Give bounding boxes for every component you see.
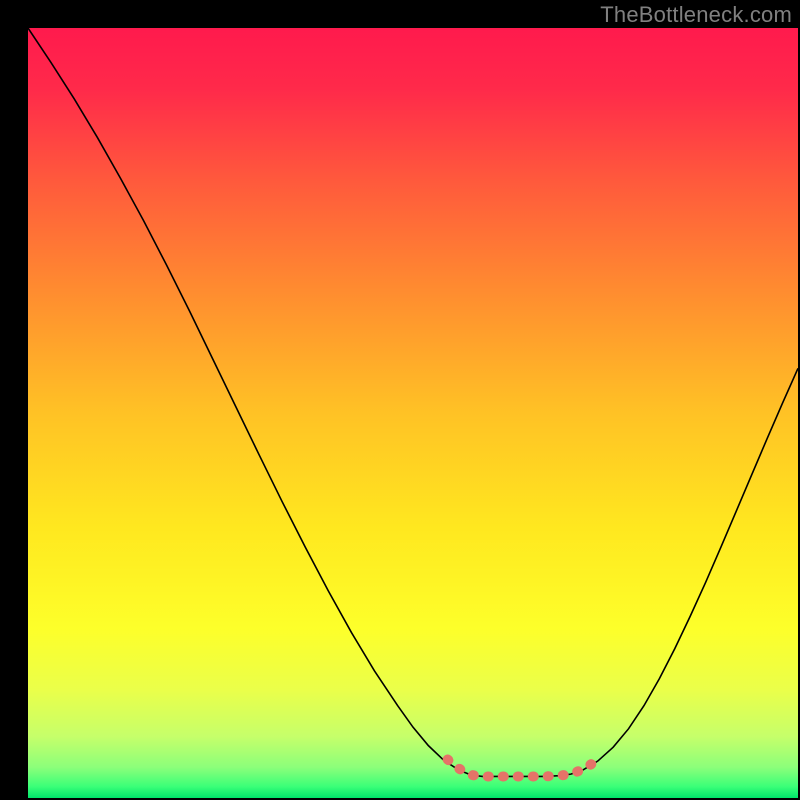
plot-area bbox=[28, 28, 798, 798]
curve-layer bbox=[28, 28, 798, 798]
bottleneck-curve bbox=[28, 28, 798, 776]
watermark-text: TheBottleneck.com bbox=[600, 2, 792, 28]
bottleneck-chart: TheBottleneck.com bbox=[0, 0, 800, 800]
